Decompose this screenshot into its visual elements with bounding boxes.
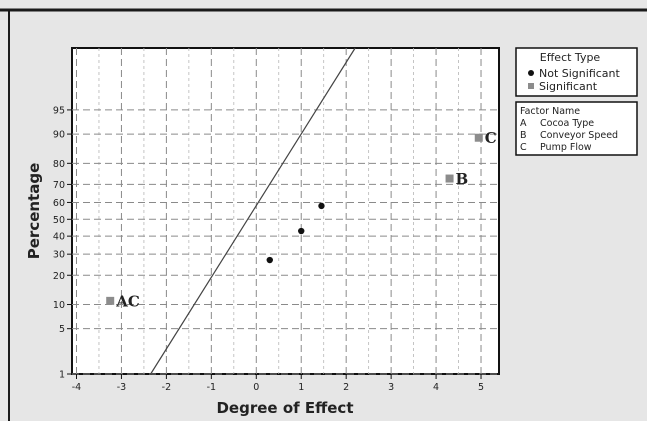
point-label: C <box>485 129 497 147</box>
factor-letter: A <box>520 118 527 129</box>
factor-legend-title: Factor Name <box>520 106 580 117</box>
y-tick-label: 70 <box>53 180 65 191</box>
legend-entry-label: Significant <box>539 80 598 93</box>
axis-ticks: -4 -3 -2 -1 0 1 2 3 4 5 1 5 10 20 30 40 50 60 70 80 90 95 <box>53 105 484 393</box>
x-tick-label: 0 <box>253 382 259 393</box>
y-tick-label: 95 <box>53 105 65 116</box>
y-tick-label: 30 <box>53 250 65 261</box>
y-tick-label: 5 <box>59 324 65 335</box>
y-tick-label: 10 <box>53 300 65 311</box>
legend-marker-square <box>528 83 534 89</box>
y-tick-label: 60 <box>53 198 65 209</box>
x-tick-label: -1 <box>207 382 216 393</box>
x-tick-label: -3 <box>117 382 126 393</box>
x-tick-label: 5 <box>478 382 484 393</box>
not-significant-point <box>298 227 305 235</box>
legend-marker-circle <box>528 70 534 76</box>
x-tick-label: 2 <box>343 382 349 393</box>
y-tick-label: 1 <box>59 370 65 381</box>
reference-line <box>150 47 356 375</box>
x-tick-label: 3 <box>388 382 394 393</box>
x-axis-title: Degree of Effect <box>216 399 353 417</box>
not-significant-point <box>266 256 273 264</box>
factor-name: Pump Flow <box>540 142 592 153</box>
legend-entry-label: Not Significant <box>539 67 621 80</box>
y-tick-label: 50 <box>53 215 65 226</box>
legend-box <box>515 47 638 97</box>
factor-letter: C <box>520 142 527 153</box>
not-significant-point <box>318 202 325 210</box>
y-tick-label: 80 <box>53 159 65 170</box>
factor-name: Conveyor Speed <box>540 130 618 141</box>
point-label: B <box>456 170 469 188</box>
significant-point <box>445 174 454 183</box>
plot-area <box>71 47 500 375</box>
grid <box>72 48 499 375</box>
y-axis-title: Percentage <box>25 163 43 260</box>
x-tick-label: 1 <box>298 382 304 393</box>
y-tick-label: 90 <box>53 130 65 141</box>
legend-title: Effect Type <box>540 51 601 64</box>
y-tick-label: 20 <box>53 271 65 282</box>
factor-name: Cocoa Type <box>540 118 594 129</box>
x-tick-label: 4 <box>433 382 439 393</box>
x-tick-label: -4 <box>72 382 81 393</box>
point-label: AC <box>115 292 140 310</box>
effect-type-legend: Effect Type Not Significant Significant <box>515 47 638 97</box>
y-tick-label: 40 <box>53 232 65 243</box>
factor-legend-box <box>515 101 638 156</box>
data-points: AC B C <box>106 129 497 310</box>
x-tick-label: -2 <box>162 382 171 393</box>
factor-legend: Factor Name A Cocoa Type B Conveyor Spee… <box>515 101 638 156</box>
factor-letter: B <box>520 130 527 141</box>
significant-point <box>106 296 115 305</box>
significant-point <box>474 133 483 142</box>
